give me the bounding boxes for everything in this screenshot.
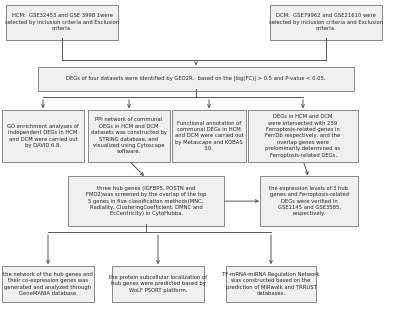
Text: HCM:  GSE32453 and GSE 3998 1were
selected by inclusion criteria and Exclusion
c: HCM: GSE32453 and GSE 3998 1were selecte…	[5, 13, 119, 31]
FancyBboxPatch shape	[38, 67, 354, 91]
FancyBboxPatch shape	[260, 176, 358, 226]
Text: the expression levels of 3 hub
genes and Ferroptosis-related
DEGs were verified : the expression levels of 3 hub genes and…	[270, 186, 348, 217]
FancyBboxPatch shape	[226, 266, 316, 302]
FancyBboxPatch shape	[2, 110, 84, 162]
FancyBboxPatch shape	[248, 110, 358, 162]
FancyBboxPatch shape	[6, 5, 118, 40]
FancyBboxPatch shape	[68, 176, 224, 226]
Text: PPI network of communal
DEGs in HCM and DCM
datasets was constructed by
STRING d: PPI network of communal DEGs in HCM and …	[91, 117, 167, 155]
FancyBboxPatch shape	[2, 266, 94, 302]
Text: the protein subcellular localization of
hub genes were predicted based by
WoLF P: the protein subcellular localization of …	[109, 275, 207, 293]
Text: TF-mRNA-miRNA Regulation Network
was constructed based on the
prediction of MiRw: TF-mRNA-miRNA Regulation Network was con…	[222, 272, 320, 296]
FancyBboxPatch shape	[88, 110, 170, 162]
Text: DEGs in HCM and DCM
were intersected with 259
Ferroptosis-related genes in
FerrD: DEGs in HCM and DCM were intersected wit…	[265, 114, 341, 158]
FancyBboxPatch shape	[172, 110, 246, 162]
Text: the network of the hub genes and
their co-expression genes was
generated and ana: the network of the hub genes and their c…	[3, 272, 93, 296]
Text: DCM:  GSE79962 and GSE21610 were
selected by inclusion criteria and Exclusion
cr: DCM: GSE79962 and GSE21610 were selected…	[269, 13, 383, 31]
Text: three hub genes (IGFBP5, POSTN and
FMO2)was screened by the overlap of the top
5: three hub genes (IGFBP5, POSTN and FMO2)…	[86, 186, 206, 217]
Text: DEGs of four datasets were identified by GEO2R,  based on the |log(FC)| > 0.5 an: DEGs of four datasets were identified by…	[66, 76, 326, 81]
FancyBboxPatch shape	[270, 5, 382, 40]
Text: GO enrichment analyses of
independent DEGs in HCM
and DCM were carried out
by DA: GO enrichment analyses of independent DE…	[7, 124, 79, 148]
FancyBboxPatch shape	[112, 266, 204, 302]
Text: Functional annotation of
communal DEGs in HCM
and DCM were carried out
by Metasc: Functional annotation of communal DEGs i…	[175, 121, 243, 151]
